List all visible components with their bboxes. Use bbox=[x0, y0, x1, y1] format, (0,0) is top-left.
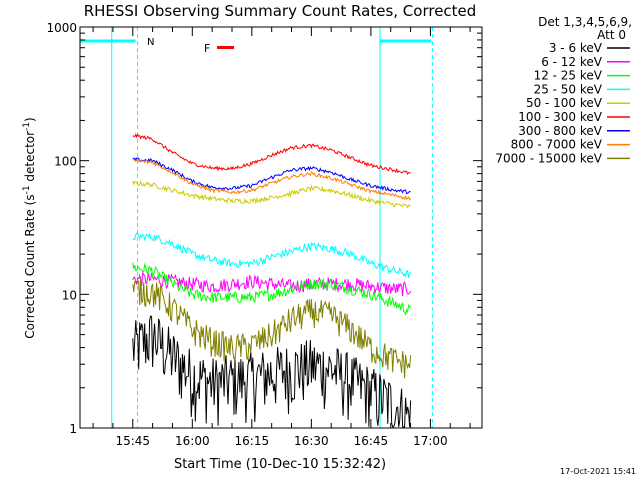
legend-label: 3 - 6 keV bbox=[549, 41, 603, 55]
series-line-7 bbox=[132, 157, 411, 195]
y-tick-label: 10 bbox=[62, 288, 77, 302]
series-line-2 bbox=[132, 272, 412, 296]
legend-header-1: Det 1,3,4,5,6,9, bbox=[538, 15, 632, 29]
y-axis-label: Corrected Count Rate (s-1 detector-1) bbox=[22, 117, 37, 338]
series-line-6 bbox=[132, 133, 411, 176]
x-tick-label: 16:00 bbox=[175, 434, 210, 448]
legend-header-2: Att 0 bbox=[597, 28, 626, 42]
n-marker-label: N bbox=[147, 37, 154, 48]
y-label-main: Corrected Count Rate (s bbox=[23, 194, 37, 338]
legend-label: 300 - 800 keV bbox=[518, 124, 602, 138]
y-label-sup1: -1 bbox=[22, 185, 32, 194]
plot-area bbox=[80, 27, 433, 428]
footer-date: 17-Oct-2021 15:41 bbox=[560, 467, 636, 476]
x-axis-label: Start Time (10-Dec-10 15:32:42) bbox=[174, 457, 386, 472]
series-line-3 bbox=[132, 262, 411, 316]
series-line-4 bbox=[132, 232, 412, 279]
x-tick-label: 16:15 bbox=[235, 434, 270, 448]
y-axis: 1 10 100 1000 bbox=[46, 21, 482, 436]
legend-label: 12 - 25 keV bbox=[534, 69, 603, 83]
x-axis: 15:45 16:00 16:15 16:30 16:45 17:00 bbox=[92, 27, 471, 448]
y-label-mid: detector bbox=[23, 131, 37, 186]
y-label-sup2: -1 bbox=[22, 122, 32, 131]
y-tick-label: 1 bbox=[69, 422, 77, 436]
legend-label: 25 - 50 keV bbox=[534, 82, 603, 96]
chart-title: RHESSI Observing Summary Count Rates, Co… bbox=[84, 2, 477, 20]
y-tick-label: 100 bbox=[54, 155, 77, 169]
series-line-9 bbox=[132, 277, 412, 379]
x-tick-label: 17:00 bbox=[413, 434, 448, 448]
series-line-1 bbox=[132, 315, 412, 428]
legend-label: 6 - 12 keV bbox=[541, 55, 603, 69]
legend-label: 800 - 7000 keV bbox=[511, 138, 603, 152]
plot-frame bbox=[79, 26, 483, 429]
y-label-end: ) bbox=[23, 117, 37, 122]
legend-label: 100 - 300 keV bbox=[518, 110, 602, 124]
f-marker-label: F bbox=[204, 42, 210, 55]
legend-label: 50 - 100 keV bbox=[526, 96, 603, 110]
series-line-5 bbox=[132, 179, 411, 209]
series-line-8 bbox=[132, 158, 411, 201]
x-tick-label: 16:30 bbox=[294, 434, 329, 448]
legend-label: 7000 - 15000 keV bbox=[495, 151, 602, 165]
y-tick-label: 1000 bbox=[46, 21, 77, 35]
x-tick-label: 15:45 bbox=[115, 434, 150, 448]
x-tick-label: 16:45 bbox=[354, 434, 389, 448]
